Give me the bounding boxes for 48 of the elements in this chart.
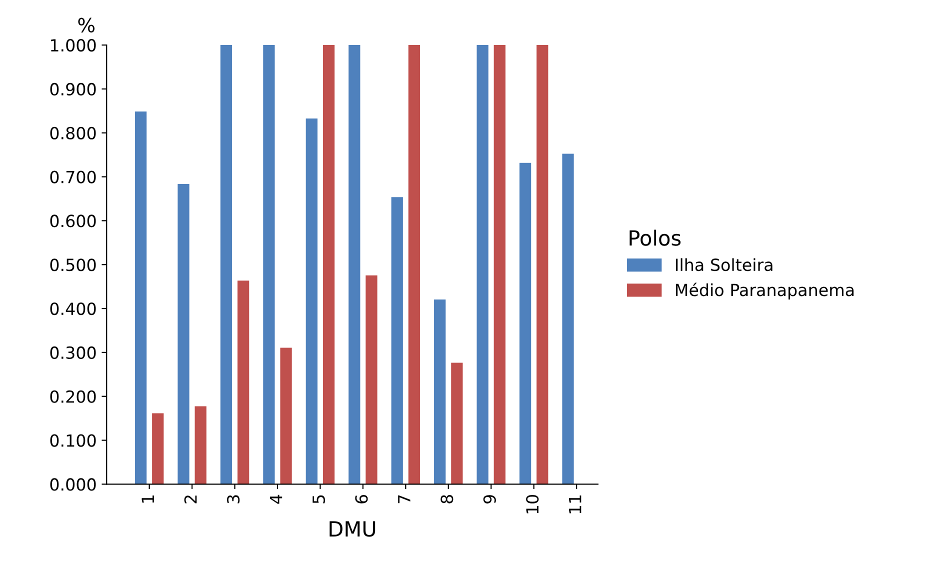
bar [322,45,335,484]
x-tick-label: 5 [312,495,326,504]
bar [434,299,446,484]
bar [152,413,164,484]
bar [348,45,360,484]
y-tick-label: 0.000 [50,478,96,491]
bar [408,45,420,484]
legend-label: Médio Paranapanema [676,282,854,300]
bar [494,45,506,484]
x-tick-label: 8 [440,495,454,504]
legend-title: Polos [630,230,681,246]
bar [306,118,318,484]
bar [263,45,275,484]
legend-label: Ilha Solteira [676,258,772,272]
y-tick-label: 0.800 [50,126,96,140]
x-tick-label: 6 [355,494,368,504]
x-tick-label: 9 [483,495,496,504]
y-tick-label: 0.200 [50,390,96,403]
x-tick-label: 11 [569,495,582,514]
x-tick-label: 1 [142,495,154,503]
y-tick-label: 0.700 [50,170,96,184]
bar [451,362,463,484]
y-tick-label: 0.100 [50,434,96,447]
x-tick-label: 4 [270,494,282,504]
bar [536,45,548,484]
bar [280,348,292,484]
bar [194,406,206,484]
x-tick-label: 10 [526,495,539,514]
y-tick-label: 0.900 [50,82,96,96]
bar [562,154,574,484]
y-tick-label: 0.500 [50,258,96,272]
x-tick-label: 2 [184,496,197,504]
x-tick-label: 3 [227,495,240,504]
bar [519,162,532,484]
x-axis-title: DMU [330,521,376,537]
y-tick-label: 1.000 [51,39,96,52]
y-tick-label: 0.400 [50,302,96,316]
bar [237,280,250,484]
y-axis-title: % [78,18,95,32]
bar [366,275,378,484]
y-tick-label: 0.300 [50,346,96,360]
y-tick-label: 0.600 [50,214,96,228]
bar [476,45,488,484]
bar [220,45,232,484]
bar [134,112,147,484]
x-tick-label: 7 [398,495,410,504]
bar [391,197,403,484]
bar [178,184,190,484]
